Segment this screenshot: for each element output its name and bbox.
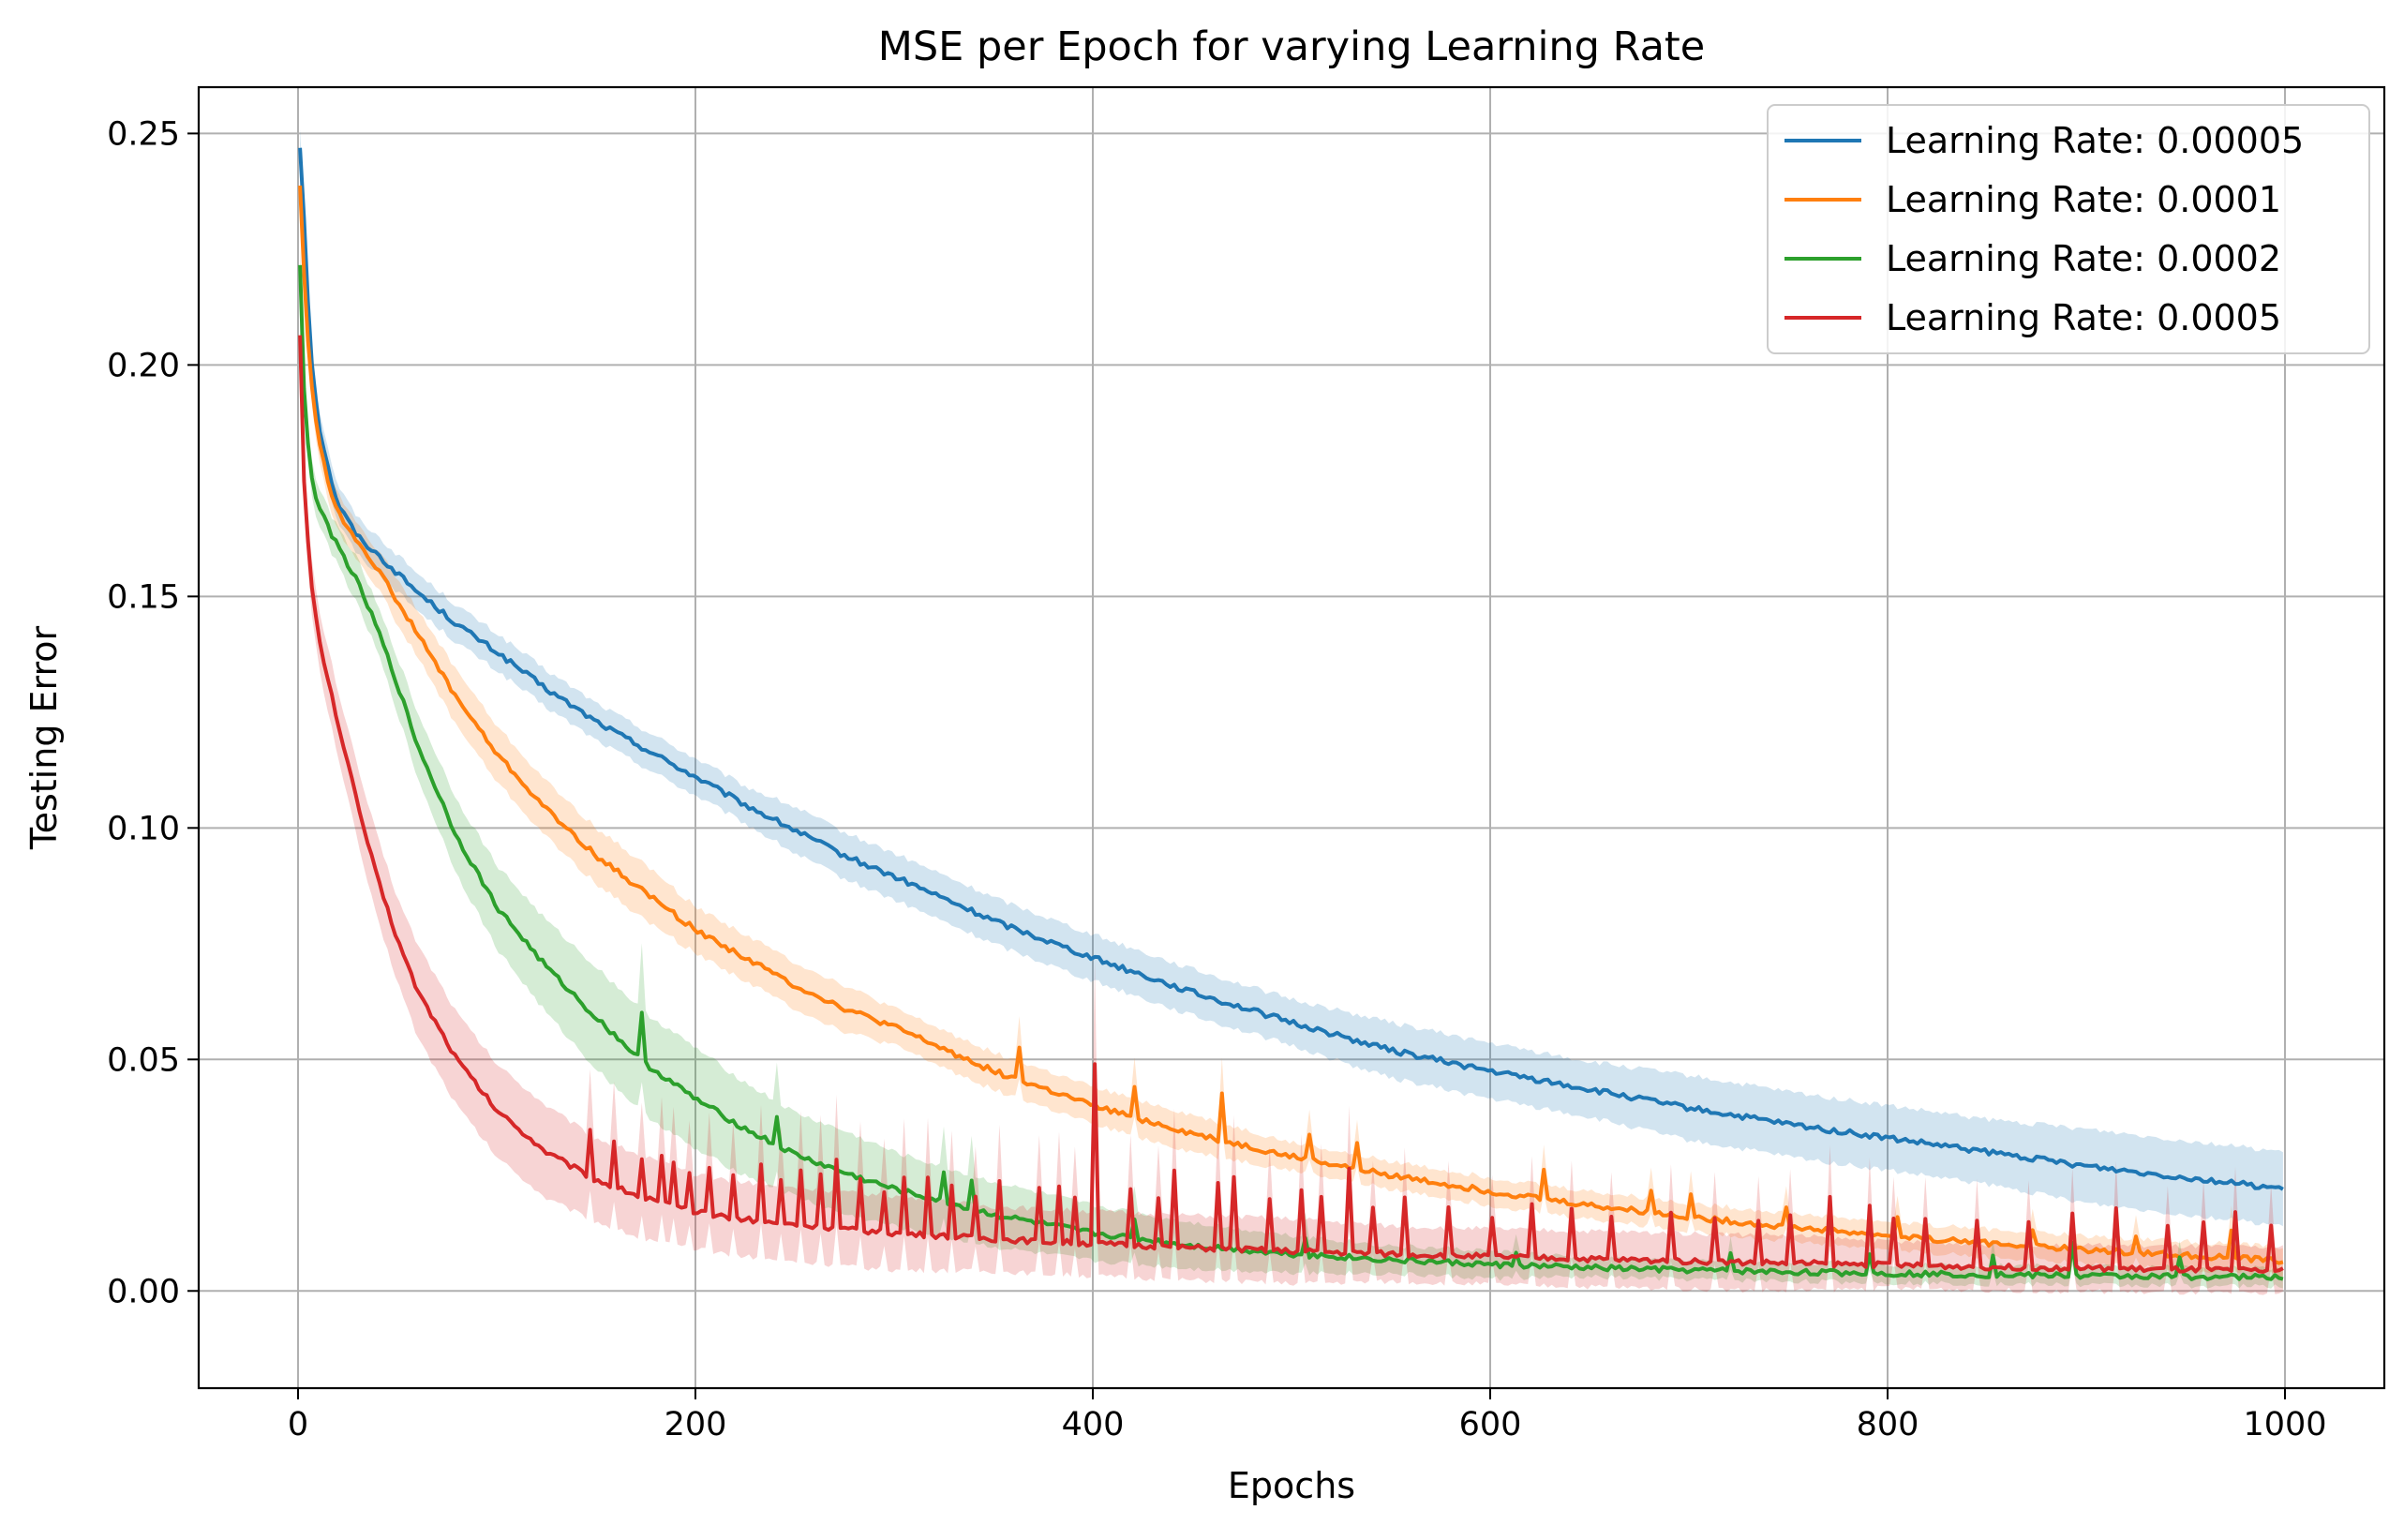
legend-label: Learning Rate: 0.0005 [1886, 297, 2281, 338]
series-lines [298, 147, 2284, 1281]
y-tick-label: 0.15 [107, 578, 180, 616]
x-tick-label: 200 [664, 1406, 727, 1443]
x-tick-label: 1000 [2243, 1406, 2326, 1443]
plot-frame [197, 85, 2386, 1390]
series-band [300, 167, 2283, 1278]
x-tick-label: 0 [288, 1406, 308, 1443]
series-line [298, 185, 2284, 1265]
confidence-bands [300, 129, 2283, 1295]
x-axis: 0 200 400 600 800 1000 [288, 1388, 2327, 1443]
x-axis-label: Epochs [1228, 1465, 1355, 1506]
x-tick-label: 600 [1459, 1406, 1522, 1443]
legend-label: Learning Rate: 0.0001 [1886, 179, 2281, 220]
y-tick-label: 0.05 [107, 1041, 180, 1079]
y-tick-label: 0.20 [107, 347, 180, 384]
series-line [298, 335, 2284, 1274]
x-tick-label: 400 [1062, 1406, 1125, 1443]
series-line [298, 147, 2284, 1191]
legend-label: Learning Rate: 0.0002 [1886, 238, 2281, 279]
y-axis-label: Testing Error [23, 625, 65, 850]
legend: Learning Rate: 0.00005 Learning Rate: 0.0… [1767, 104, 2370, 354]
legend-label: Learning Rate: 0.00005 [1886, 120, 2304, 161]
grid [199, 87, 2384, 1388]
y-tick-label: 0.25 [107, 115, 180, 153]
chart-title: MSE per Epoch for varying Learning Rate [878, 23, 1706, 70]
series-line [298, 264, 2284, 1281]
x-tick-label: 800 [1857, 1406, 1919, 1443]
legend-box [1767, 104, 2370, 354]
series-band [300, 129, 2283, 1227]
y-tick-label: 0.10 [107, 810, 180, 847]
y-axis: 0.00 0.05 0.10 0.15 0.20 0.25 [107, 115, 199, 1310]
y-tick-label: 0.00 [107, 1273, 180, 1310]
